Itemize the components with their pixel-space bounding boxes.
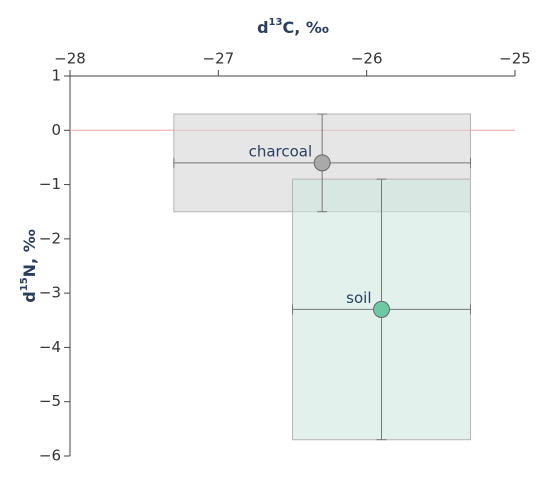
point [313, 154, 331, 172]
x-axis-title: d13C, ‰ [257, 17, 329, 37]
x-tick-label: −28 [54, 50, 86, 68]
x-tick-label: −27 [203, 50, 235, 68]
point-label: charcoal [249, 142, 313, 160]
y-tick-label: −6 [39, 447, 61, 465]
y-axis-title: d15N, ‰ [19, 229, 39, 302]
y-tick-label: 0 [51, 121, 61, 139]
point [373, 300, 390, 318]
point-label: soil [346, 289, 371, 307]
x-title-part: C, ‰ [282, 18, 328, 37]
y-title-part: d [20, 291, 39, 302]
x-title-sup: 13 [269, 17, 283, 28]
x-tick-label: −26 [351, 50, 383, 68]
y-tick-label: −3 [39, 284, 61, 302]
y-title-sup: 15 [19, 277, 30, 291]
y-tick-label: −5 [39, 392, 61, 410]
y-tick-label: −1 [39, 175, 61, 193]
x-title-part: d [257, 18, 268, 37]
y-tick-label: 1 [51, 67, 61, 85]
y-tick-label: −2 [39, 229, 61, 247]
x-tick-label: −25 [499, 50, 531, 68]
y-tick-label: −4 [39, 338, 61, 356]
y-title-part: N, ‰ [20, 229, 39, 277]
